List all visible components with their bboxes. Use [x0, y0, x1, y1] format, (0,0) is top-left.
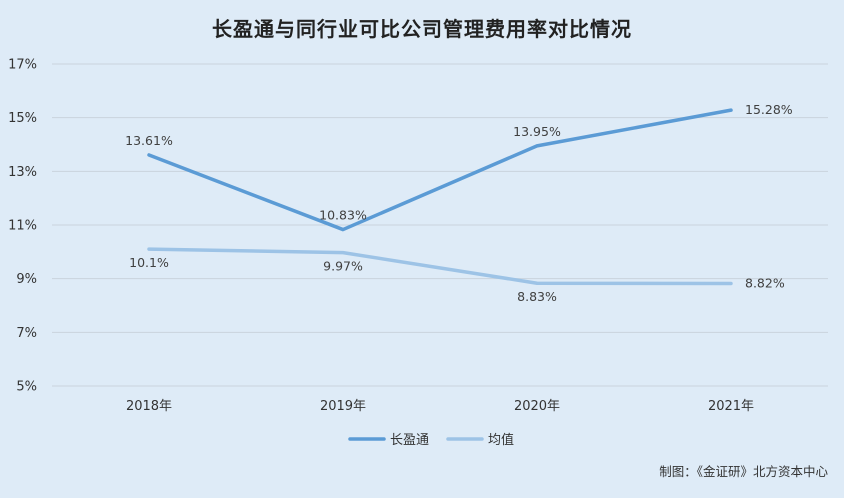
data-labels: 13.61% 10.83% 13.95% 15.28% 10.1% 9.97% 8.83% 8… — [125, 102, 793, 304]
legend: 长盈通 均值 — [348, 432, 514, 448]
series-line-1 — [147, 108, 733, 232]
x-tick-label: 2018年 — [126, 399, 172, 414]
y-tick-label: 5% — [16, 380, 37, 395]
data-label: 8.82% — [745, 275, 785, 290]
y-tick-label: 7% — [16, 326, 37, 341]
y-tick-label: 13% — [8, 165, 37, 180]
legend-label: 均值 — [488, 432, 514, 448]
data-label: 10.1% — [129, 255, 169, 270]
chart-title: 长盈通与同行业可比公司管理费用率对比情况 — [212, 17, 632, 41]
legend-label: 长盈通 — [390, 433, 429, 448]
x-axis: 2018年 2019年 2020年 2021年 — [126, 399, 754, 414]
data-label: 10.83% — [319, 208, 367, 223]
x-tick-label: 2019年 — [320, 399, 366, 414]
grid — [52, 63, 828, 387]
y-tick-label: 11% — [8, 219, 37, 234]
data-label: 13.95% — [513, 124, 561, 139]
y-axis: 5% 7% 9% 11% 13% 15% 17% — [8, 58, 37, 395]
data-label: 9.97% — [323, 259, 363, 274]
data-label: 15.28% — [745, 102, 793, 117]
y-tick-label: 17% — [8, 58, 37, 73]
chart-credit: 制图：《金证研》北方资本中心 — [659, 464, 828, 479]
y-tick-label: 9% — [16, 272, 37, 287]
plot-area — [147, 108, 733, 286]
y-tick-label: 15% — [8, 111, 37, 126]
x-tick-label: 2021年 — [708, 399, 754, 414]
series-line-2 — [147, 247, 733, 286]
data-label: 13.61% — [125, 133, 173, 148]
x-tick-label: 2020年 — [514, 399, 560, 414]
data-label: 8.83% — [517, 289, 557, 304]
